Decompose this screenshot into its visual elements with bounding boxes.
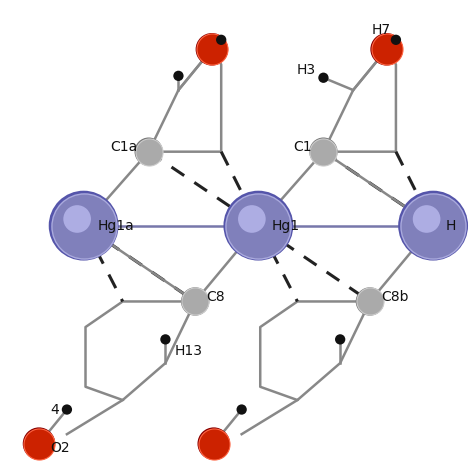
Point xyxy=(63,406,71,413)
Text: O2: O2 xyxy=(50,441,70,456)
Point xyxy=(255,222,262,229)
Point xyxy=(208,46,216,53)
Text: H13: H13 xyxy=(175,344,203,358)
Point xyxy=(319,74,327,82)
Point xyxy=(423,215,430,223)
Point xyxy=(383,46,391,53)
Point xyxy=(80,222,87,229)
Text: C1a: C1a xyxy=(110,140,137,154)
Point xyxy=(319,148,327,155)
Point xyxy=(174,72,182,80)
Point xyxy=(35,440,43,447)
Point xyxy=(366,298,374,305)
Point xyxy=(191,298,199,305)
Text: H3: H3 xyxy=(297,63,316,77)
Point xyxy=(255,222,262,229)
Point xyxy=(191,298,199,305)
Point xyxy=(366,298,374,305)
Point xyxy=(35,440,43,447)
Point xyxy=(145,148,153,155)
Text: C1: C1 xyxy=(294,140,312,154)
Point xyxy=(248,215,255,223)
Point xyxy=(210,440,218,447)
Point xyxy=(80,222,87,229)
Point xyxy=(238,406,246,413)
Text: C8: C8 xyxy=(206,290,225,304)
Point xyxy=(319,148,327,155)
Point xyxy=(208,46,216,53)
Text: H: H xyxy=(446,219,456,233)
Point xyxy=(162,336,169,343)
Text: C8b: C8b xyxy=(381,290,409,304)
Text: 4: 4 xyxy=(51,402,59,417)
Point xyxy=(383,46,391,53)
Text: Hg1a: Hg1a xyxy=(98,219,134,233)
Text: Hg1: Hg1 xyxy=(272,219,300,233)
Point xyxy=(429,222,437,229)
Text: H7: H7 xyxy=(371,23,391,37)
Point xyxy=(337,336,344,343)
Point xyxy=(73,215,81,223)
Point xyxy=(145,148,153,155)
Point xyxy=(210,440,218,447)
Point xyxy=(218,36,225,44)
Point xyxy=(429,222,437,229)
Point xyxy=(392,36,400,44)
